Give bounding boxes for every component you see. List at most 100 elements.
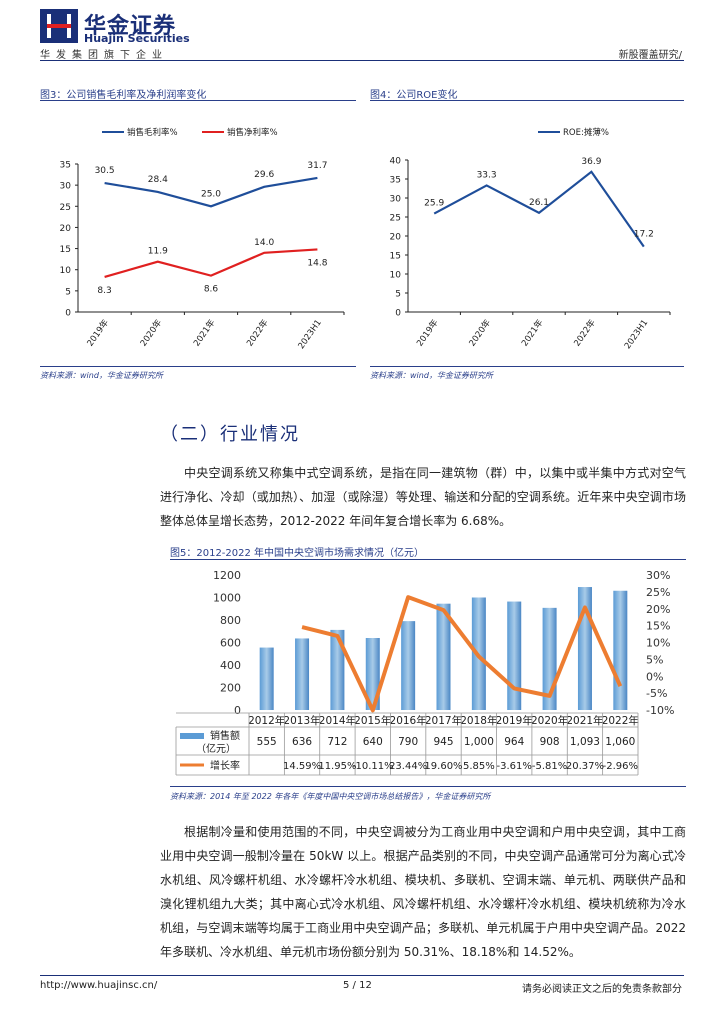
data-label: 14.8 [307,258,327,268]
paragraph-1: 中央空调系统又称集中式空调系统，是指在同一建筑物（群）中，以集中或半集中方式对空… [160,466,686,528]
page-number: 5 / 12 [343,980,372,991]
x-tick-label: 2023H1 [296,318,323,351]
y2-tick-label: 0% [646,670,663,683]
bar [259,647,274,710]
section-title: （二）行业情况 [160,424,300,445]
y2-tick-label: -10% [646,704,674,717]
data-label: 8.6 [204,285,219,295]
x-tick-label: 2020年 [138,317,165,348]
data-label: 25.9 [424,199,444,209]
figure-4-chart: 0 5 10 15 20 25 30 35 40 2019年 2020年 2021年 2022年 2023… [390,127,671,351]
legend-bar-unit: （亿元） [196,742,236,755]
paragraph-2: 根据制冷量和使用范围的不同，中央空调被分为工商业用中央空调和户用中央空调，其中工… [160,825,686,959]
y2-tick-label: -5% [646,687,667,700]
y-tick-label: 0 [395,309,401,319]
table-bar-value: 964 [504,736,524,748]
data-label: 30.5 [95,166,115,176]
table-category-label: 2017年 [425,714,462,727]
figure-3-bottom-rule [40,366,356,367]
x-tick-label: 2019年 [85,317,112,348]
legend-label: ROE:摊薄% [563,127,609,138]
table-growth-value: -5.81% [532,761,567,772]
x-tick-label: 2022年 [244,317,271,348]
brand-slogan: 华发集团旗下企业 [40,50,168,61]
y-tick-label: 20 [60,224,72,234]
table-bar-value: 908 [540,736,560,748]
table-growth-value: -10.11% [352,761,394,772]
y2-tick-label: 10% [646,637,670,650]
bar [436,603,451,710]
figure-5-title: 图5：2012-2022 年中国中央空调市场需求情况（亿元） [170,548,425,559]
table-bar-value: 945 [433,736,453,748]
x-tick-label: 2023H1 [623,318,650,351]
series-line [104,176,318,208]
y-tick-label: 20 [390,233,402,243]
bar [365,638,380,710]
table-bar-value: 1,000 [464,736,494,748]
y-tick-label: 30 [60,182,72,192]
x-tick-label: 2020年 [467,317,494,348]
y-tick-label: 5 [65,287,71,297]
brand-name-cn: 华金证券 [84,14,177,39]
data-label: 36.9 [581,157,601,167]
y-tick-label: 200 [220,682,241,695]
table-category-label: 2022年 [602,714,639,727]
table-bar-value: 636 [292,736,312,748]
figure-5-source: 资料来源：2014 年至 2022 年各年《年度中国中央空调市场总结报告》，华金… [170,792,491,801]
series-line [433,170,645,248]
figure-5-top-rule [170,559,686,560]
bar [295,638,310,710]
data-label: 25.0 [201,189,221,199]
table-category-label: 2021年 [566,714,603,727]
figure-4-source: 资料来源：wind，华金证券研究所 [370,371,493,380]
x-tick-label: 2021年 [519,317,546,348]
table-growth-value: 23.44% [389,761,427,772]
y2-tick-label: 30% [646,569,670,582]
y-tick-label: 0 [234,704,241,717]
table-category-label: 2013年 [283,714,320,727]
y2-tick-label: 20% [646,603,670,616]
legend-bar-label: 销售额 [210,729,240,742]
y-tick-label: 35 [390,176,401,186]
figure-3-source: 资料来源：wind，华金证券研究所 [40,371,163,380]
table-bar-value: 790 [398,736,418,748]
data-label: 29.6 [254,170,274,180]
header-divider [40,60,684,61]
table-growth-value: 5.85% [463,761,495,772]
bar [330,629,345,710]
table-category-label: 2012年 [248,714,285,727]
y2-tick-label: 15% [646,620,670,633]
y2-tick-label: 25% [646,586,670,599]
y-tick-label: 1200 [213,569,241,582]
data-label: 33.3 [477,170,497,180]
table-category-label: 2015年 [354,714,391,727]
y-tick-label: 10 [390,271,402,281]
table-bar-value: 1,060 [605,736,635,748]
y-tick-label: 600 [220,637,241,650]
figure-4-title: 图4：公司ROE变化 [370,90,458,101]
bar [507,601,522,710]
table-growth-value: 14.59% [283,761,321,772]
footer-url-link[interactable]: http://www.huajinsc.cn/ [40,980,158,991]
data-label: 8.3 [97,286,111,296]
legend-label: 销售毛利率% [127,127,178,138]
y-tick-label: 400 [220,659,241,672]
figure-3-top-rule [40,100,356,101]
y-tick-label: 1000 [213,592,241,605]
figure-5-chart: 0 200 400 600 800 1000 1200 -10% -5% 0% 5% 10% 15% 20… [175,569,674,776]
y-tick-label: 800 [220,614,241,627]
table-growth-value: 19.60% [424,761,462,772]
table-category-label: 2020年 [531,714,568,727]
brand-name-en: Huajin Securities [84,32,190,45]
figure-4-bottom-rule [370,366,684,367]
table-bar-value: 555 [257,736,277,748]
figure-3-title: 图3：公司销售毛利率及净利润率变化 [40,90,207,101]
x-tick-label: 2021年 [191,317,218,348]
y-tick-label: 15 [390,252,401,262]
figure-4-top-rule [370,100,684,101]
data-label: 28.4 [148,175,168,185]
table-category-label: 2016年 [390,714,427,727]
y-tick-label: 10 [60,266,72,276]
footer-divider [40,975,684,976]
series-line [104,248,318,278]
